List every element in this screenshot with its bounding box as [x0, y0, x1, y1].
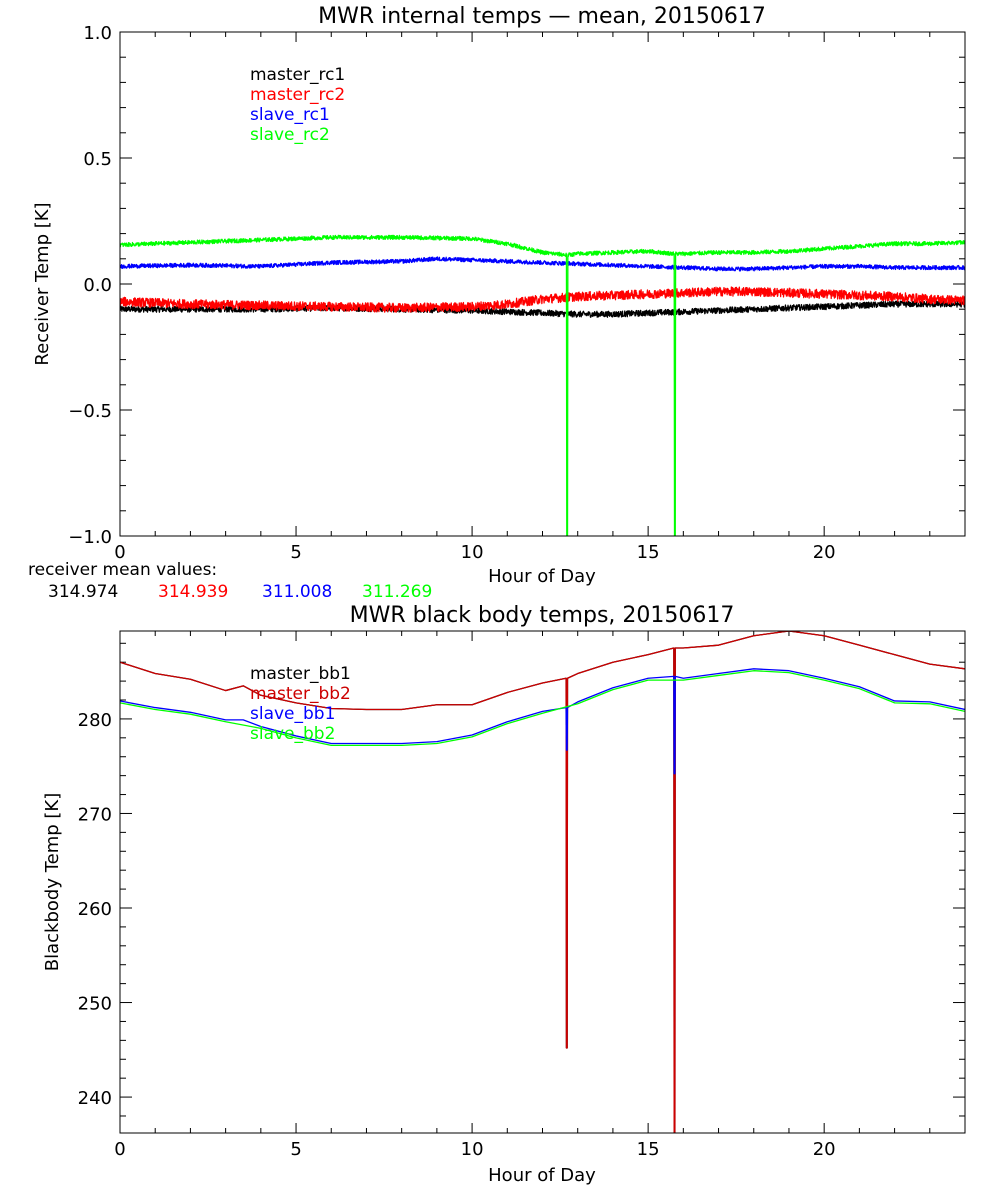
- series-line-slave-bb1: [120, 668, 965, 775]
- x-tick-label: 5: [290, 542, 301, 563]
- series-line-slave-rc1: [120, 256, 965, 272]
- y-tick-label: 1.0: [83, 23, 112, 44]
- mean-value: 314.974: [48, 582, 118, 602]
- y-tick-label: 0.5: [83, 149, 112, 170]
- x-tick-label: 20: [813, 542, 836, 563]
- plot-frame: [119, 31, 966, 537]
- axis-ticks: 0 5 10 15 20 −1.0 −0.5 0.0 0.5 1.0: [68, 23, 966, 563]
- series-group: [120, 234, 965, 536]
- x-tick-label: 15: [637, 1139, 660, 1160]
- legend-entry-master-bb2: master_bb2: [250, 684, 351, 704]
- y-tick-label: 260: [78, 899, 112, 920]
- legend-entry-slave-rc1: slave_rc1: [250, 105, 330, 125]
- chart-title: MWR black body temps, 20150617: [350, 603, 735, 628]
- x-tick-label: 10: [461, 1139, 484, 1160]
- mean-values-list: 314.974 314.939 311.008 311.269: [48, 582, 432, 602]
- series-line-slave-rc2: [120, 234, 965, 536]
- legend-entry-slave-bb1: slave_bb1: [250, 704, 335, 724]
- mean-value: 314.939: [158, 582, 228, 602]
- blackbody-temp-chart: MWR black body temps, 20150617 0 5 10 15 20 2…: [42, 603, 966, 1186]
- mean-value: 311.269: [362, 582, 432, 602]
- legend-entry-master-bb1: master_bb1: [250, 664, 351, 684]
- y-tick-label: 0.0: [83, 275, 112, 296]
- mean-values-label: receiver mean values:: [28, 560, 217, 580]
- legend-entry-slave-rc2: slave_rc2: [250, 125, 330, 145]
- x-axis-label: Hour of Day: [488, 566, 596, 587]
- x-tick-label: 10: [461, 542, 484, 563]
- mean-value: 311.008: [262, 582, 332, 602]
- x-tick-label: 5: [290, 1139, 301, 1160]
- y-tick-label: 250: [78, 994, 112, 1015]
- series-group: [120, 631, 965, 1133]
- y-axis-label: Blackbody Temp [K]: [42, 793, 63, 971]
- receiver-temp-chart: MWR internal temps — mean, 20150617 0 5 10…: [32, 4, 966, 587]
- chart-title: MWR internal temps — mean, 20150617: [318, 4, 766, 29]
- legend-entry-master-rc2: master_rc2: [250, 85, 345, 105]
- mean-values-block: receiver mean values: 314.974 314.939 311.…: [28, 560, 432, 602]
- x-axis-label: Hour of Day: [488, 1165, 596, 1186]
- y-axis-label: Receiver Temp [K]: [32, 202, 53, 365]
- series-line-slave-bb2: [120, 670, 965, 747]
- y-tick-label: 240: [78, 1088, 112, 1109]
- y-tick-label: 270: [78, 804, 112, 825]
- series-line-master-rc2: [120, 286, 965, 313]
- axis-ticks: 0 5 10 15 20 240 250 260 270 280: [78, 631, 966, 1160]
- x-tick-label: 15: [637, 542, 660, 563]
- y-tick-label: 280: [78, 710, 112, 731]
- x-tick-label: 0: [114, 542, 125, 563]
- series-line-master-bb2: [120, 631, 965, 1133]
- legend-entry-master-rc1: master_rc1: [250, 65, 345, 85]
- legend-entry-slave-bb2: slave_bb2: [250, 724, 335, 744]
- x-tick-label: 20: [813, 1139, 836, 1160]
- y-tick-label: −1.0: [68, 527, 112, 548]
- x-tick-label: 0: [114, 1139, 125, 1160]
- plot-frame: [119, 630, 966, 1134]
- y-tick-label: −0.5: [68, 401, 112, 422]
